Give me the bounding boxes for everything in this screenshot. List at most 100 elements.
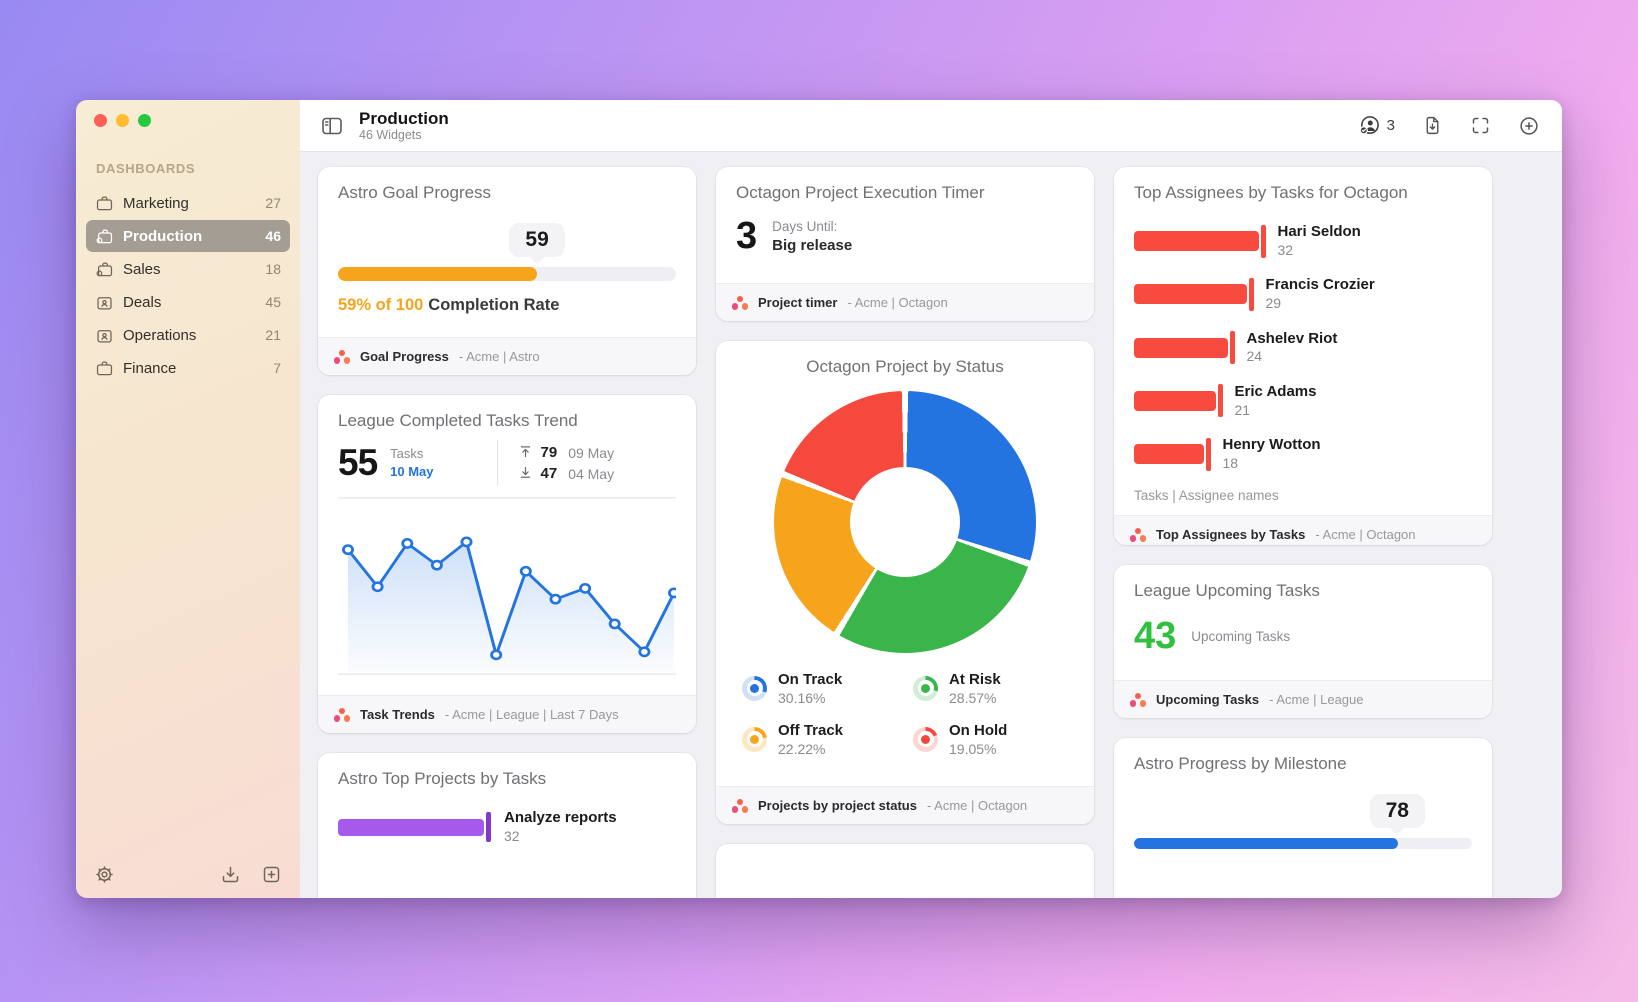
widgets-column-3: Top Assignees by Tasks for Octagon Hari … — [1114, 167, 1492, 898]
sidebar-item-label: Operations — [123, 326, 197, 344]
zoom-window-button[interactable] — [138, 114, 151, 127]
app-window: DASHBOARDS Marketing 27 Production 46 Sa… — [76, 100, 1562, 898]
trend-low-date: 04 May — [568, 465, 615, 482]
minimize-window-button[interactable] — [116, 114, 129, 127]
assignee-row: Eric Adams 21 — [1134, 383, 1472, 419]
widget-footer: Upcoming Tasks - Acme | League — [1114, 680, 1492, 718]
assignee-bar — [1134, 444, 1204, 465]
widget-footer: Goal Progress - Acme | Astro — [318, 337, 696, 375]
add-dashboard-icon[interactable] — [261, 864, 282, 885]
legend-ring-icon — [742, 726, 767, 752]
person-check-icon — [1358, 114, 1381, 137]
upcoming-tasks-value: 43 — [1134, 615, 1177, 657]
sidebar: DASHBOARDS Marketing 27 Production 46 Sa… — [76, 100, 300, 898]
widget-title: Octagon Project Execution Timer — [736, 183, 985, 202]
dashboards-nav: Marketing 27 Production 46 Sales 18 Deal… — [76, 186, 300, 385]
arrow-up-to-line-icon — [518, 444, 533, 462]
legend-ring-icon — [742, 675, 767, 701]
sidebar-item-operations[interactable]: Operations 21 — [86, 319, 290, 351]
sidebar-item-count: 7 — [273, 360, 281, 376]
assignee-bar-cap — [1249, 277, 1254, 311]
assignee-bar-cap — [1206, 437, 1211, 471]
assignee-bar — [1134, 284, 1247, 305]
sidebar-item-production[interactable]: Production 46 — [86, 220, 290, 252]
sidebar-item-finance[interactable]: Finance 7 — [86, 352, 290, 384]
project-bar-row: Analyze reports 32 — [318, 789, 696, 855]
project-bar-cap — [486, 812, 491, 843]
asana-logo-icon — [334, 707, 350, 722]
window-controls — [76, 100, 300, 127]
project-bar — [338, 818, 484, 836]
widgets-column-1: Astro Goal Progress 59 59% of 100 Complet… — [318, 167, 696, 898]
assignee-bars: Hari Seldon 32 Francis Crozier 29 Ashelev … — [1114, 203, 1492, 476]
goal-progress-tooltip: 59 — [509, 223, 565, 257]
widgets-grid: Astro Goal Progress 59 59% of 100 Complet… — [300, 152, 1562, 898]
sidebar-item-label: Marketing — [123, 194, 189, 212]
widget-top-projects: Astro Top Projects by Tasks Analyze repo… — [318, 753, 696, 898]
donut-legend: On Track 30.16% At Risk 28.57% Off Track 22… — [716, 659, 1094, 773]
sidebar-section-label: DASHBOARDS — [96, 161, 196, 176]
assignee-row: Ashelev Riot 24 — [1134, 330, 1472, 366]
asana-logo-icon — [1130, 692, 1146, 707]
project-value: 32 — [504, 827, 520, 844]
add-widget-icon[interactable] — [1518, 115, 1540, 137]
widget-title: League Upcoming Tasks — [1134, 581, 1320, 600]
legend-item-at-risk: At Risk 28.57% — [913, 671, 1078, 706]
widget-top-assignees: Top Assignees by Tasks for Octagon Hari … — [1114, 167, 1492, 545]
goal-progress-caption: 59% of 100 Completion Rate — [338, 296, 560, 314]
widget-partial-card — [716, 844, 1094, 898]
milestone-tooltip: 78 — [1369, 794, 1425, 828]
sidebar-item-label: Sales — [123, 260, 161, 278]
page-title-block: Production 46 Widgets — [359, 109, 449, 142]
widget-project-timer: Octagon Project Execution Timer 3 Days U… — [716, 167, 1094, 321]
assignee-bar — [1134, 337, 1228, 358]
widget-title: Top Assignees by Tasks for Octagon — [1134, 183, 1408, 202]
trend-summary: 55 Tasks 10 May 79 — [318, 431, 696, 492]
widgets-column-2: Octagon Project Execution Timer 3 Days U… — [716, 167, 1094, 898]
export-file-icon[interactable] — [1422, 115, 1443, 136]
assignee-row: Henry Wotton 18 — [1134, 436, 1472, 472]
sidebar-item-deals[interactable]: Deals 45 — [86, 286, 290, 318]
trend-current-value: 55 — [338, 442, 378, 483]
import-download-icon[interactable] — [220, 864, 241, 885]
upcoming-tasks-label: Upcoming Tasks — [1191, 629, 1291, 644]
timer-value: 3 — [736, 215, 758, 257]
line-chart — [338, 496, 676, 676]
sidebar-toggle-icon[interactable] — [320, 114, 344, 138]
page-title: Production — [359, 108, 449, 128]
milestone-fill — [1134, 838, 1398, 849]
contact-card-icon — [95, 326, 114, 345]
widget-tasks-trend: League Completed Tasks Trend 55 Tasks 10… — [318, 395, 696, 733]
fullscreen-icon[interactable] — [1470, 115, 1491, 136]
assignee-bar — [1134, 231, 1259, 252]
legend-item-on-track: On Track 30.16% — [742, 671, 907, 706]
sidebar-item-count: 21 — [265, 327, 281, 343]
trend-current-date: 10 May — [390, 464, 434, 479]
dashboard-person-icon — [95, 227, 114, 246]
sidebar-footer — [76, 864, 300, 898]
sidebar-item-count: 45 — [265, 294, 281, 310]
assignee-row: Hari Seldon 32 — [1134, 223, 1472, 259]
close-window-button[interactable] — [94, 114, 107, 127]
widget-footer: Task Trends - Acme | League | Last 7 Day… — [318, 695, 696, 733]
dashboard-person-icon — [95, 260, 114, 279]
timer-label-2: Big release — [772, 236, 853, 254]
trend-current-label: Tasks — [390, 446, 424, 462]
widget-title: Astro Progress by Milestone — [1134, 754, 1347, 773]
page-subtitle: 46 Widgets — [359, 128, 422, 143]
widget-milestone-progress: Astro Progress by Milestone 78 — [1114, 738, 1492, 898]
widget-footer: Project timer - Acme | Octagon — [716, 283, 1094, 321]
asana-logo-icon — [334, 349, 350, 364]
collaborators-button[interactable]: 3 — [1358, 114, 1395, 137]
widget-footer: Top Assignees by Tasks - Acme | Octagon — [1114, 515, 1492, 545]
sidebar-item-sales[interactable]: Sales 18 — [86, 253, 290, 285]
axis-caption: Tasks | Assignee names — [1134, 488, 1279, 504]
toolbar: Production 46 Widgets 3 — [300, 100, 1562, 152]
settings-gear-icon[interactable] — [94, 864, 115, 885]
legend-item-off-track: Off Track 22.22% — [742, 722, 907, 757]
widget-upcoming-tasks: League Upcoming Tasks 43 Upcoming Tasks … — [1114, 565, 1492, 718]
sidebar-item-marketing[interactable]: Marketing 27 — [86, 187, 290, 219]
widget-title: League Completed Tasks Trend — [338, 411, 578, 430]
widget-project-status: Octagon Project by Status On Track 30.16% — [716, 341, 1094, 824]
